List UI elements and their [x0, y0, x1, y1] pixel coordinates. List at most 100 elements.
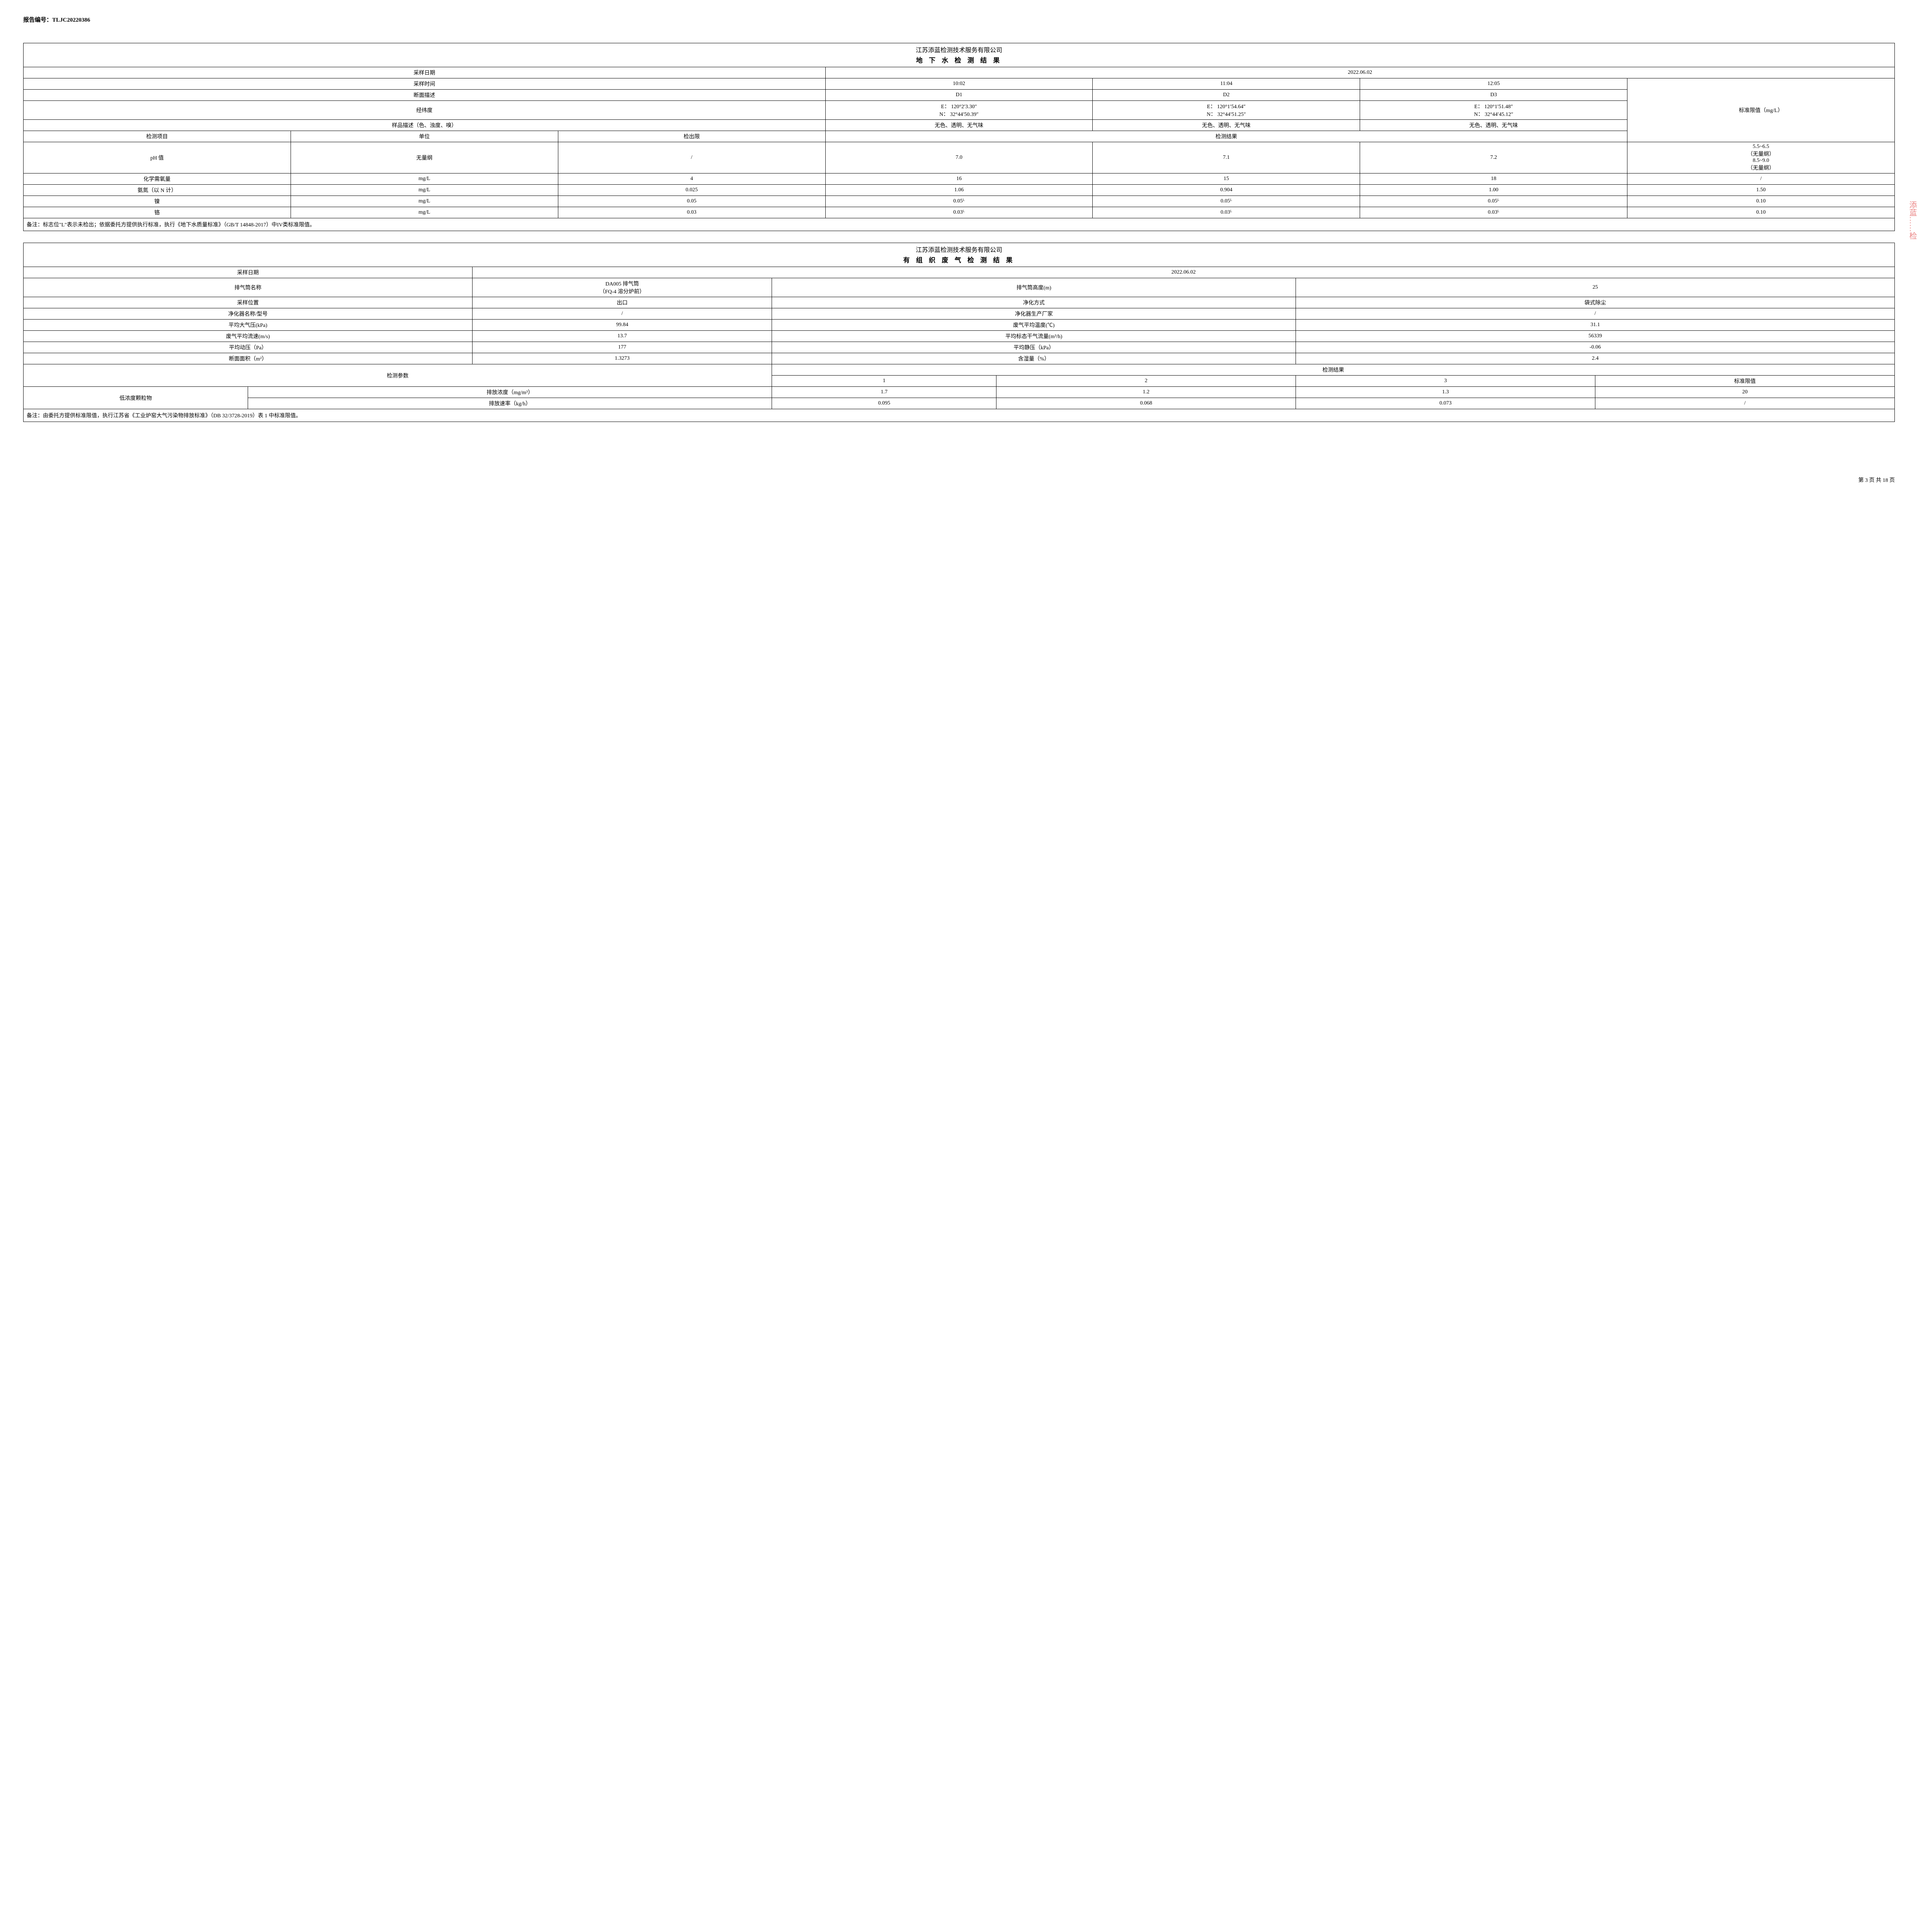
- l-pos: 采样位置: [24, 297, 473, 308]
- cell: /: [558, 142, 825, 173]
- v-dyn: 177: [473, 342, 772, 353]
- page-footer: 第 3 页 共 18 页: [23, 476, 1895, 484]
- rc3: 3: [1296, 376, 1595, 387]
- l-std: 标准限值: [1595, 376, 1895, 387]
- l-press: 平均大气压(kPa): [24, 320, 473, 331]
- l-dyn: 平均动压（Pa）: [24, 342, 473, 353]
- l-flow: 平均标态干气流量(m³/h): [772, 331, 1296, 342]
- ex-title: 有 组 织 废 气 检 测 结 果: [26, 255, 1892, 265]
- h-result: 检测结果: [825, 131, 1627, 142]
- param-name: 低浓度颗粒物: [24, 387, 248, 409]
- r0v2: 1.3: [1296, 387, 1595, 398]
- l-vel: 废气平均流速(m/s): [24, 331, 473, 342]
- v-stack-name: DA005 排气筒 （FQ-4 溶分炉前）: [473, 278, 772, 297]
- cell: 7.0: [825, 142, 1093, 173]
- v-ex-date: 2022.06.02: [473, 267, 1895, 278]
- exhaust-table: 江苏添蓝检测技术服务有限公司 有 组 织 废 气 检 测 结 果 采样日期 20…: [23, 243, 1895, 422]
- r1v1: 0.068: [996, 398, 1296, 409]
- l-pmaker: 净化器生产厂家: [772, 308, 1296, 320]
- v-pmaker: /: [1296, 308, 1895, 320]
- v-vel: 13.7: [473, 331, 772, 342]
- cell: 镍: [24, 196, 291, 207]
- h-section-desc: 断面描述: [24, 90, 826, 101]
- rc1: 1: [772, 376, 996, 387]
- cell: 0.03ᴸ: [825, 207, 1093, 218]
- h-item: 检测项目: [24, 131, 291, 142]
- cell: mg/L: [291, 196, 558, 207]
- cell: 1.00: [1360, 185, 1627, 196]
- l-hum: 含湿量（%）: [772, 353, 1296, 364]
- c0-time: 10:02: [825, 78, 1093, 90]
- c1-time: 11:04: [1093, 78, 1360, 90]
- gw-title: 地 下 水 检 测 结 果: [26, 55, 1892, 65]
- cell: 7.1: [1093, 142, 1360, 173]
- r0v1: 1.2: [996, 387, 1296, 398]
- cell: 0.904: [1093, 185, 1360, 196]
- cell: 1.50: [1627, 185, 1895, 196]
- cell: pH 值: [24, 142, 291, 173]
- rc2: 2: [996, 376, 1296, 387]
- r1-label: 排放速率（kg/h）: [248, 398, 772, 409]
- table-row: 氨氮（以 N 计）mg/L0.0251.060.9041.001.50: [24, 185, 1895, 196]
- h-sample-desc: 样品描述（色、浊度、嗅）: [24, 120, 826, 131]
- l-area: 断面面积（m²）: [24, 353, 473, 364]
- v-pos: 出口: [473, 297, 772, 308]
- c2-lonlat: E： 120°1′51.48″ N： 32°44′45.12″: [1360, 101, 1627, 120]
- h-unit: 单位: [291, 131, 558, 142]
- c0-desc: D1: [825, 90, 1093, 101]
- cell: 5.5~6.5 （无量纲） 8.5~9.0 （无量纲）: [1627, 142, 1895, 173]
- l-stack-name: 排气筒名称: [24, 278, 473, 297]
- h-sample-time: 采样时间: [24, 78, 826, 90]
- cell: mg/L: [291, 207, 558, 218]
- v-stat: -0.06: [1296, 342, 1895, 353]
- cell: 0.05ᴸ: [1360, 196, 1627, 207]
- cell: 铬: [24, 207, 291, 218]
- cell: 0.10: [1627, 207, 1895, 218]
- v-stack-h: 25: [1296, 278, 1895, 297]
- ex-note: 备注：由委托方提供标准限值，执行江苏省《工业炉窑大气污染物排放标准》（DB 32…: [24, 409, 1895, 422]
- stamp-mark: 添蓝……检: [1907, 201, 1918, 240]
- table-row: pH 值无量纲/7.07.17.25.5~6.5 （无量纲） 8.5~9.0 （…: [24, 142, 1895, 173]
- v-temp: 31.1: [1296, 320, 1895, 331]
- cell: 0.03: [558, 207, 825, 218]
- v-press: 99.84: [473, 320, 772, 331]
- exhaust-section: 江苏添蓝检测技术服务有限公司 有 组 织 废 气 检 测 结 果 采样日期 20…: [23, 243, 1895, 422]
- cell: 0.10: [1627, 196, 1895, 207]
- h-dl: 检出限: [558, 131, 825, 142]
- c1-desc: D2: [1093, 90, 1360, 101]
- r1std: /: [1595, 398, 1895, 409]
- c2-sample: 无色、透明、无气味: [1360, 120, 1627, 131]
- cell: 0.03ᴸ: [1093, 207, 1360, 218]
- cell: 4: [558, 173, 825, 185]
- r0v0: 1.7: [772, 387, 996, 398]
- cell: 0.05ᴸ: [1093, 196, 1360, 207]
- cell: 16: [825, 173, 1093, 185]
- l-stat: 平均静压（kPa）: [772, 342, 1296, 353]
- groundwater-section: 江苏添蓝检测技术服务有限公司 地 下 水 检 测 结 果 采样日期 2022.0…: [23, 43, 1895, 231]
- cell: 0.025: [558, 185, 825, 196]
- groundwater-table: 江苏添蓝检测技术服务有限公司 地 下 水 检 测 结 果 采样日期 2022.0…: [23, 43, 1895, 231]
- h-sample-date: 采样日期: [24, 67, 826, 78]
- report-no-value: TLJC20220386: [52, 17, 90, 23]
- cell: 15: [1093, 173, 1360, 185]
- v-hum: 2.4: [1296, 353, 1895, 364]
- table-row: 化学需氧量mg/L4161518/: [24, 173, 1895, 185]
- cell: 18: [1360, 173, 1627, 185]
- l-sample-date: 采样日期: [24, 267, 473, 278]
- cell: 7.2: [1360, 142, 1627, 173]
- l-stack-h: 排气筒高度(m): [772, 278, 1296, 297]
- c2-desc: D3: [1360, 90, 1627, 101]
- v-pmethod: 袋式除尘: [1296, 297, 1895, 308]
- c0-sample: 无色、透明、无气味: [825, 120, 1093, 131]
- c1-sample: 无色、透明、无气味: [1093, 120, 1360, 131]
- c1-lonlat: E： 120°1′54.64″ N： 32°44′51.25″: [1093, 101, 1360, 120]
- c0-lonlat: E： 120°2′3.30″ N： 32°44′50.39″: [825, 101, 1093, 120]
- r1v0: 0.095: [772, 398, 996, 409]
- table-row: 铬mg/L0.030.03ᴸ0.03ᴸ0.03ᴸ0.10: [24, 207, 1895, 218]
- gw-note: 备注：标志位"L"表示未检出；依据委托方提供执行标准，执行《地下水质量标准》（G…: [24, 218, 1895, 231]
- company-name-2: 江苏添蓝检测技术服务有限公司: [26, 245, 1892, 254]
- h-lonlat: 经纬度: [24, 101, 826, 120]
- cell: mg/L: [291, 173, 558, 185]
- r0std: 20: [1595, 387, 1895, 398]
- cell: 1.06: [825, 185, 1093, 196]
